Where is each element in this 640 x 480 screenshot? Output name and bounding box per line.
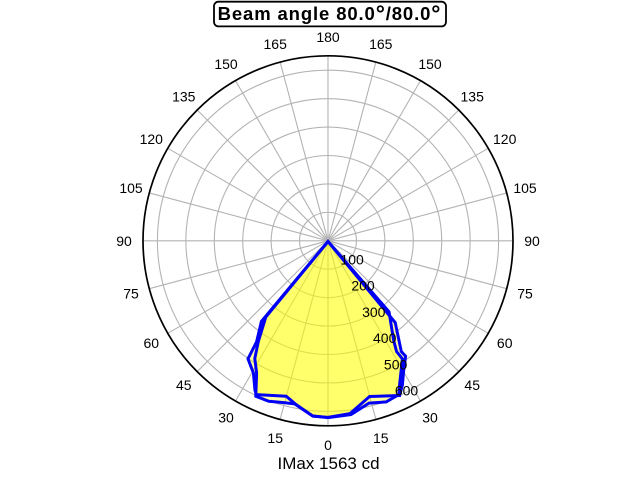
- svg-text:200: 200: [351, 278, 375, 294]
- svg-text:100: 100: [340, 251, 364, 267]
- svg-text:500: 500: [384, 356, 408, 372]
- svg-text:150: 150: [214, 56, 238, 72]
- svg-text:300: 300: [362, 304, 386, 320]
- svg-text:120: 120: [493, 131, 517, 147]
- svg-text:105: 105: [119, 180, 143, 196]
- svg-text:60: 60: [144, 335, 160, 351]
- svg-text:15: 15: [267, 430, 283, 446]
- svg-text:60: 60: [497, 335, 513, 351]
- svg-text:600: 600: [395, 383, 419, 399]
- svg-text:90: 90: [524, 233, 540, 249]
- svg-text:15: 15: [373, 430, 389, 446]
- svg-text:IMax 1563 cd: IMax 1563 cd: [277, 454, 379, 473]
- svg-text:165: 165: [264, 36, 288, 52]
- svg-text:135: 135: [461, 89, 485, 105]
- svg-text:90: 90: [116, 233, 132, 249]
- svg-text:120: 120: [140, 131, 164, 147]
- svg-text:75: 75: [517, 286, 533, 302]
- svg-text:45: 45: [176, 377, 192, 393]
- svg-text:30: 30: [422, 410, 438, 426]
- svg-text:Beam angle 80.0°/80.0°: Beam angle 80.0°/80.0°: [218, 0, 442, 26]
- svg-text:105: 105: [513, 180, 537, 196]
- svg-text:30: 30: [218, 410, 234, 426]
- svg-text:150: 150: [418, 56, 442, 72]
- svg-text:180: 180: [316, 29, 340, 45]
- svg-text:0: 0: [324, 437, 332, 453]
- svg-text:135: 135: [172, 89, 196, 105]
- svg-text:75: 75: [123, 286, 139, 302]
- svg-text:400: 400: [373, 330, 397, 346]
- svg-text:165: 165: [369, 36, 393, 52]
- svg-text:45: 45: [464, 377, 480, 393]
